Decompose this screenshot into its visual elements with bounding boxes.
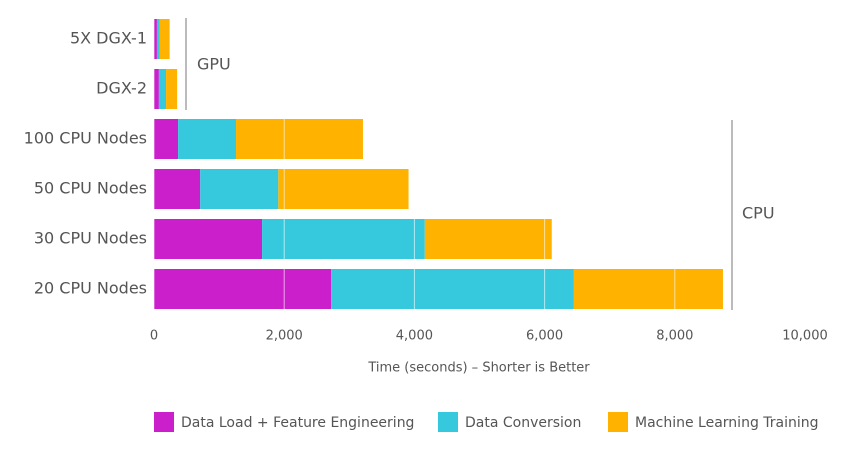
bar-segment [331,269,574,309]
legend-swatch [608,412,628,432]
bar-segment [154,69,159,109]
legend-swatch [154,412,174,432]
x-tick-label: 10,000 [782,329,828,344]
y-tick-label: DGX-2 [96,79,147,98]
bar-segment [154,269,332,309]
bar-segment [154,169,201,209]
bar-segment [200,169,279,209]
x-tick-label: 2,000 [266,329,303,344]
bar-segment [424,219,552,259]
bar-segment [262,219,425,259]
legend-label: Machine Learning Training [635,415,819,431]
x-tick-label: 8,000 [656,329,693,344]
bar-segment [158,69,167,109]
bar-segment [154,219,263,259]
bar-segment [159,19,170,59]
bar-segment [166,69,178,109]
bar-segment [156,19,160,59]
y-tick-label: 50 CPU Nodes [34,179,147,198]
x-tick-label: 0 [150,329,158,344]
bar-segment [573,269,723,309]
x-axis-label: Time (seconds) – Shorter is Better [367,361,590,376]
x-tick-label: 6,000 [526,329,563,344]
legend-swatch [438,412,458,432]
y-tick-label: 5X DGX-1 [70,29,147,48]
legend-label: Data Conversion [465,415,581,431]
bar-segment [278,169,409,209]
legend-label: Data Load + Feature Engineering [181,415,414,431]
annotation: GPU [197,55,231,74]
x-tick-label: 4,000 [396,329,433,344]
bar-segment [178,119,237,159]
bar-segment [236,119,363,159]
bar-segment [154,19,157,59]
y-tick-label: 20 CPU Nodes [34,279,147,298]
y-tick-label: 100 CPU Nodes [24,129,147,148]
y-tick-label: 30 CPU Nodes [34,229,147,248]
bar-segment [154,119,179,159]
annotation: CPU [742,204,775,223]
